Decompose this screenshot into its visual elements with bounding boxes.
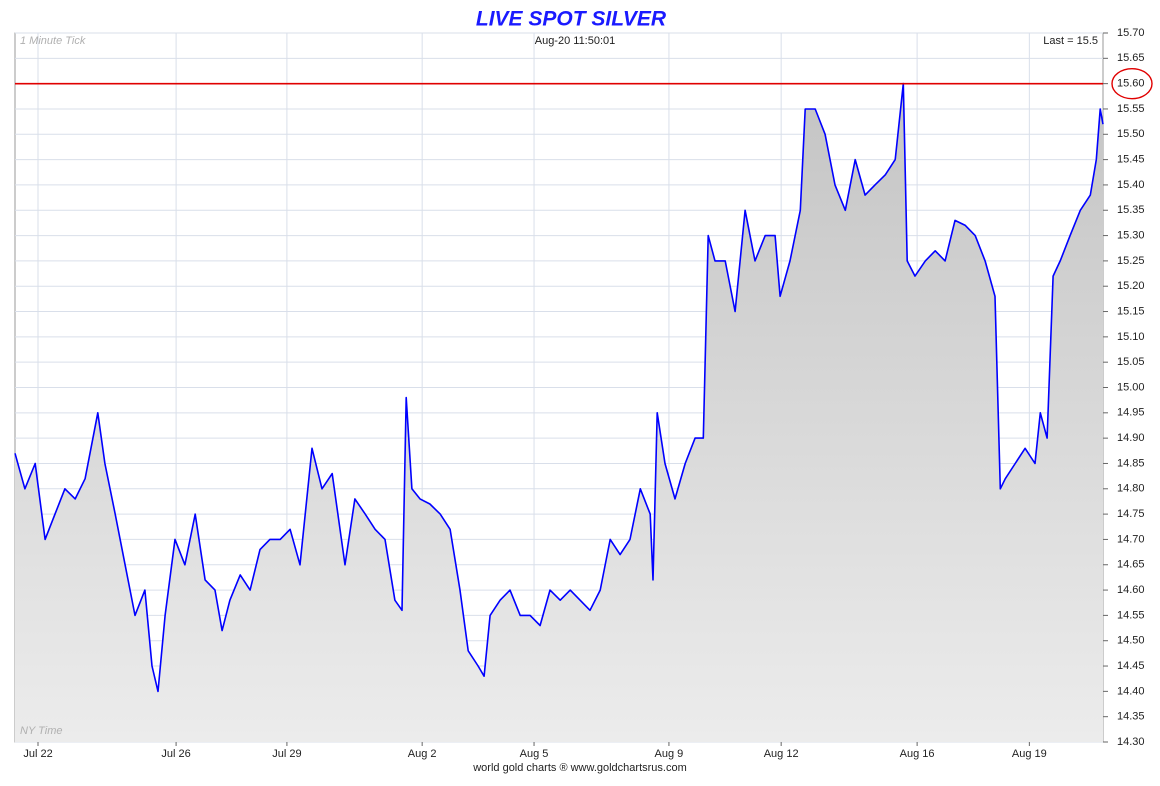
y-tick-label: 14.40 [1117,685,1145,697]
y-tick-label: 14.35 [1117,711,1145,723]
y-tick-label: 14.65 [1117,559,1145,571]
y-tick-label: 15.60 [1117,78,1145,90]
chart-title: LIVE SPOT SILVER [476,8,667,31]
area [15,83,1103,743]
source: world gold charts ® www.goldchartsrus.co… [472,762,687,774]
y-tick-label: 14.30 [1117,736,1145,748]
y-tick-label: 14.60 [1117,584,1145,596]
x-tick-label: Aug 9 [655,748,684,760]
y-tick-label: 14.85 [1117,457,1145,469]
y-tick-label: 14.50 [1117,635,1145,647]
annotation: 1 Minute Tick [20,35,86,47]
y-tick-label: 15.15 [1117,305,1145,317]
y-tick-label: 15.65 [1117,52,1145,64]
y-tick-label: 15.70 [1117,27,1145,39]
y-tick-label: 15.30 [1117,229,1145,241]
y-tick-label: 15.45 [1117,154,1145,166]
x-tick-label: Aug 19 [1012,748,1047,760]
y-tick-label: 15.00 [1117,381,1145,393]
price-line [14,82,1104,693]
y-tick-label: 14.95 [1117,407,1145,419]
y-tick-label: 14.70 [1117,533,1145,545]
x-tick-label: Jul 22 [23,748,52,760]
y-tick-label: 15.40 [1117,179,1145,191]
x-tick-label: Aug 2 [408,748,437,760]
y-tick-label: 15.35 [1117,204,1145,216]
annotation: Last = 15.5 [1043,35,1098,47]
highlight-circle [1111,67,1153,100]
y-tick-label: 15.10 [1117,331,1145,343]
chart-subtitle: Aug-20 11:50:01 [535,35,616,47]
x-tick-label: Jul 26 [161,748,190,760]
y-tick-label: 15.55 [1117,103,1145,115]
y-tick-label: 15.20 [1117,280,1145,292]
y-tick-label: 14.75 [1117,508,1145,520]
x-tick-label: Aug 12 [764,748,799,760]
annotation: NY Time [20,725,63,737]
y-tick-label: 15.05 [1117,356,1145,368]
x-tick-label: Jul 29 [272,748,301,760]
y-tick-label: 14.45 [1117,660,1145,672]
y-tick-label: 14.90 [1117,432,1145,444]
y-tick-label: 15.50 [1117,128,1145,140]
y-tick-label: 14.80 [1117,483,1145,495]
x-tick-label: Aug 16 [900,748,935,760]
y-tick-label: 14.55 [1117,609,1145,621]
x-tick-label: Aug 5 [520,748,549,760]
y-tick-label: 15.25 [1117,255,1145,267]
